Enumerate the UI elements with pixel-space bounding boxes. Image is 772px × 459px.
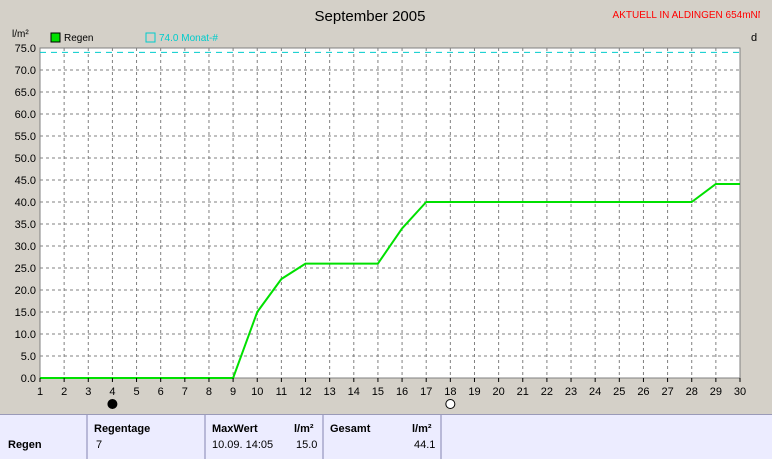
x-tick-label: 3 [85, 386, 91, 398]
y-tick-label: 15.0 [15, 307, 36, 319]
legend-monat-label: 74.0 Monat-# [159, 33, 218, 44]
y-tick-label: 20.0 [15, 285, 36, 297]
y-axis-label: l/m² [12, 29, 29, 40]
x-tick-label: 30 [734, 386, 746, 398]
y-tick-label: 35.0 [15, 219, 36, 231]
legend-regen-swatch [50, 32, 61, 43]
x-tick-label: 9 [230, 386, 236, 398]
row-label: Regen [8, 439, 42, 451]
maxwert-unit: l/m² [294, 423, 314, 435]
y-tick-label: 45.0 [15, 175, 36, 187]
x-tick-label: 21 [517, 386, 529, 398]
maxwert-value: 15.0 [296, 439, 318, 451]
legend-monat-swatch [145, 32, 156, 43]
maxwert-title: MaxWert [212, 423, 258, 435]
chart: 0.0 5.0 10.0 15.0 20.0 25.0 30.0 35.0 40.0 45.0 50… [12, 8, 765, 409]
x-tick-label: 15 [372, 386, 384, 398]
x-tick-label: 2 [61, 386, 67, 398]
footer-cell-empty [442, 415, 760, 459]
x-tick-label: 23 [565, 386, 577, 398]
x-tick-label: 19 [468, 386, 480, 398]
x-tick-label: 18 [444, 386, 456, 398]
window-edge [760, 0, 772, 414]
moon-markers [107, 399, 456, 409]
maxwert-time: 10.09. 14:05 [212, 439, 274, 451]
y-tick-label: 60.0 [15, 109, 36, 121]
x-tick-label: 24 [589, 386, 601, 398]
x-tick-label: 1 [37, 386, 43, 398]
legend-regen-label: Regen [64, 33, 93, 44]
x-tick-label: 6 [158, 386, 164, 398]
new-moon-icon [107, 399, 118, 409]
footer-cell-label: Regen [0, 415, 88, 459]
gesamt-title: Gesamt [330, 423, 371, 435]
x-tick-label: 11 [276, 386, 287, 398]
y-tick-label: 5.0 [21, 351, 36, 363]
y-tick-label: 75.0 [15, 43, 36, 55]
x-tick-label: 14 [348, 386, 360, 398]
y-tick-label: 40.0 [15, 197, 36, 209]
summary-table: Regen Regentage 7 MaxWert l/m² 10.09. 14… [0, 414, 772, 459]
y-tick-label: 50.0 [15, 153, 36, 165]
y-tick-label: 10.0 [15, 329, 36, 341]
axes: 0.0 5.0 10.0 15.0 20.0 25.0 30.0 35.0 40.0 45.0 50… [15, 43, 747, 398]
footer-cell-gesamt: Gesamt l/m² 44.1 [324, 415, 442, 459]
gesamt-value: 44.1 [414, 439, 436, 451]
footer-cell-maxwert: MaxWert l/m² 10.09. 14:05 15.0 [206, 415, 324, 459]
series-line-regen [40, 182, 740, 379]
x-tick-label: 28 [686, 386, 698, 398]
x-tick-label: 13 [324, 386, 336, 398]
station-label: AKTUELL IN ALDINGEN 654mNN [613, 10, 765, 21]
y-tick-label: 30.0 [15, 241, 36, 253]
y-tick-label: 70.0 [15, 65, 36, 77]
regentage-title: Regentage [94, 423, 151, 435]
x-tick-label: 10 [251, 386, 263, 398]
chart-title: September 2005 [315, 8, 426, 25]
x-tick-label: 27 [661, 386, 673, 398]
x-tick-label: 8 [206, 386, 212, 398]
x-tick-label: 22 [541, 386, 553, 398]
series-layer [40, 182, 740, 379]
x-tick-label: 7 [182, 386, 188, 398]
gesamt-unit: l/m² [412, 423, 432, 435]
x-tick-label: 20 [492, 386, 504, 398]
x-tick-label: 12 [299, 386, 311, 398]
x-tick-label: 16 [396, 386, 408, 398]
regentage-value: 7 [96, 439, 103, 451]
x-tick-label: 26 [637, 386, 649, 398]
x-tick-label: 5 [133, 386, 139, 398]
x-tick-label: 29 [710, 386, 722, 398]
y-tick-label: 0.0 [21, 373, 36, 385]
y-tick-label: 25.0 [15, 263, 36, 275]
y-tick-label: 55.0 [15, 131, 36, 143]
full-moon-icon [445, 399, 456, 409]
edge-label: d [751, 32, 757, 44]
footer-cell-regentage: Regentage 7 [88, 415, 206, 459]
y-tick-label: 65.0 [15, 87, 36, 99]
grid [40, 48, 740, 378]
plot-area [39, 47, 741, 379]
x-tick-label: 4 [109, 386, 115, 398]
x-tick-label: 17 [420, 386, 432, 398]
x-tick-label: 25 [613, 386, 625, 398]
